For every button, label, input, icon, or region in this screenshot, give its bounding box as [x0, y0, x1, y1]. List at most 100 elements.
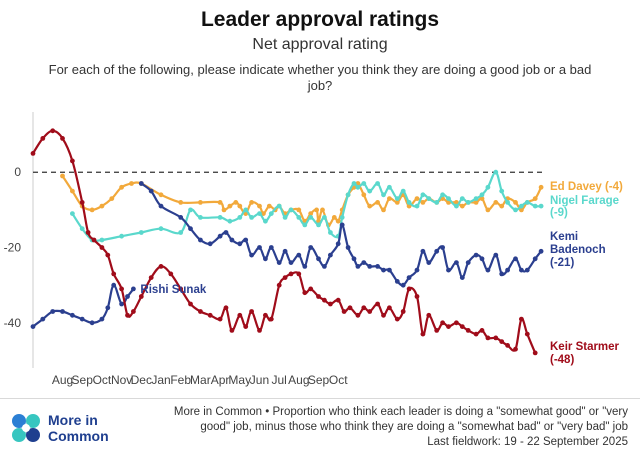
- data-point-kemi-badenoch: [493, 252, 499, 258]
- label-keir-starmer-line: Keir Starmer: [550, 341, 620, 353]
- x-tick-label: Aug: [288, 373, 309, 387]
- data-point-keir-starmer: [308, 286, 314, 292]
- label-kemi-badenoch-line: Badenoch: [550, 244, 606, 256]
- data-point-kemi-badenoch: [288, 260, 294, 265]
- data-point-kemi-badenoch: [485, 267, 491, 273]
- data-point-keir-starmer: [440, 320, 445, 326]
- data-point-keir-starmer: [406, 286, 412, 292]
- data-point-kemi-badenoch: [345, 245, 351, 250]
- data-point-kemi-badenoch: [243, 237, 249, 243]
- data-point-keir-starmer: [479, 328, 485, 333]
- data-point-nigel-farage: [499, 188, 505, 194]
- data-point-rishi-sunak: [119, 301, 124, 307]
- data-point-keir-starmer: [148, 275, 154, 280]
- data-point-kemi-badenoch: [375, 264, 380, 269]
- data-point-kemi-badenoch: [296, 252, 302, 258]
- data-point-keir-starmer: [263, 312, 268, 318]
- logo-wordmark: More in Common: [48, 412, 158, 444]
- data-point-rishi-sunak: [79, 316, 85, 322]
- data-point-keir-starmer: [79, 200, 85, 205]
- data-point-kemi-badenoch: [367, 264, 373, 269]
- chart-subtitle: Net approval rating: [252, 36, 388, 53]
- data-point-nigel-farage: [296, 215, 302, 220]
- data-point-kemi-badenoch: [414, 267, 420, 273]
- data-point-nigel-farage: [243, 207, 249, 213]
- data-point-keir-starmer: [302, 290, 308, 296]
- x-tick-label: Sep: [308, 373, 330, 387]
- data-point-kemi-badenoch: [524, 267, 530, 273]
- data-point-kemi-badenoch: [339, 222, 345, 228]
- data-point-nigel-farage: [434, 200, 440, 205]
- data-point-kemi-badenoch: [207, 241, 213, 247]
- x-tick-label: Sep: [72, 373, 94, 387]
- data-point-rishi-sunak: [60, 309, 65, 314]
- data-point-nigel-farage: [288, 207, 294, 213]
- data-point-nigel-farage: [138, 230, 144, 235]
- data-point-ed-davey: [335, 218, 341, 224]
- data-point-nigel-farage: [361, 181, 367, 186]
- data-point-keir-starmer: [237, 312, 243, 318]
- data-point-keir-starmer: [367, 309, 373, 314]
- data-point-ed-davey: [320, 207, 325, 213]
- data-point-ed-davey: [217, 200, 223, 205]
- data-point-rishi-sunak: [131, 286, 136, 292]
- data-point-keir-starmer: [335, 297, 341, 303]
- series-line-kemi-badenoch: [140, 182, 542, 287]
- data-point-keir-starmer: [131, 309, 136, 314]
- data-point-kemi-badenoch: [316, 256, 321, 262]
- data-point-kemi-badenoch: [538, 248, 544, 254]
- data-point-ed-davey: [60, 173, 65, 179]
- data-point-nigel-farage: [493, 169, 499, 175]
- data-point-kemi-badenoch: [188, 226, 193, 232]
- data-point-keir-starmer: [505, 343, 510, 348]
- data-point-kemi-badenoch: [217, 233, 223, 239]
- data-point-rishi-sunak: [30, 324, 36, 329]
- data-point-keir-starmer: [400, 309, 406, 314]
- data-point-ed-davey: [70, 188, 75, 194]
- data-point-keir-starmer: [493, 335, 499, 341]
- data-point-keir-starmer: [426, 312, 432, 318]
- data-point-rishi-sunak: [50, 309, 56, 314]
- data-point-nigel-farage: [263, 218, 268, 224]
- data-point-kemi-badenoch: [454, 260, 459, 265]
- x-tick-label: Dec: [131, 373, 152, 387]
- chart-series: [30, 128, 544, 356]
- data-point-nigel-farage: [426, 196, 432, 202]
- footer-divider: [0, 398, 640, 399]
- data-point-ed-davey: [513, 200, 518, 205]
- data-point-keir-starmer: [519, 316, 524, 322]
- data-point-nigel-farage: [400, 188, 406, 194]
- data-point-kemi-badenoch: [328, 252, 333, 258]
- data-point-keir-starmer: [229, 328, 235, 333]
- x-tick-label: Oct: [93, 373, 112, 387]
- data-point-rishi-sunak: [40, 316, 46, 322]
- data-point-keir-starmer: [138, 294, 144, 299]
- data-point-keir-starmer: [465, 328, 471, 333]
- data-point-rishi-sunak: [111, 282, 117, 288]
- survey-question: For each of the following, please indica…: [48, 62, 592, 93]
- data-point-kemi-badenoch: [400, 282, 406, 288]
- data-point-nigel-farage: [302, 222, 308, 228]
- data-point-nigel-farage: [249, 215, 255, 220]
- data-point-kemi-badenoch: [223, 230, 229, 235]
- data-point-ed-davey: [257, 203, 262, 209]
- data-point-ed-davey: [178, 200, 184, 205]
- data-point-ed-davey: [109, 196, 115, 202]
- data-point-nigel-farage: [381, 192, 386, 198]
- data-point-kemi-badenoch: [513, 256, 518, 262]
- data-point-nigel-farage: [99, 237, 105, 243]
- data-point-keir-starmer: [99, 245, 105, 250]
- y-tick-label: -40: [4, 316, 22, 330]
- data-point-kemi-badenoch: [420, 248, 426, 254]
- series-line-keir-starmer: [32, 129, 537, 354]
- data-point-ed-davey: [538, 184, 544, 190]
- data-point-ed-davey: [387, 196, 392, 202]
- data-point-ed-davey: [485, 207, 491, 213]
- data-point-rishi-sunak: [89, 320, 95, 326]
- data-point-keir-starmer: [485, 335, 491, 341]
- data-point-keir-starmer: [355, 312, 361, 318]
- data-point-ed-davey: [519, 207, 524, 213]
- data-point-kemi-badenoch: [263, 256, 268, 262]
- data-point-keir-starmer: [257, 328, 262, 333]
- data-point-keir-starmer: [91, 237, 97, 243]
